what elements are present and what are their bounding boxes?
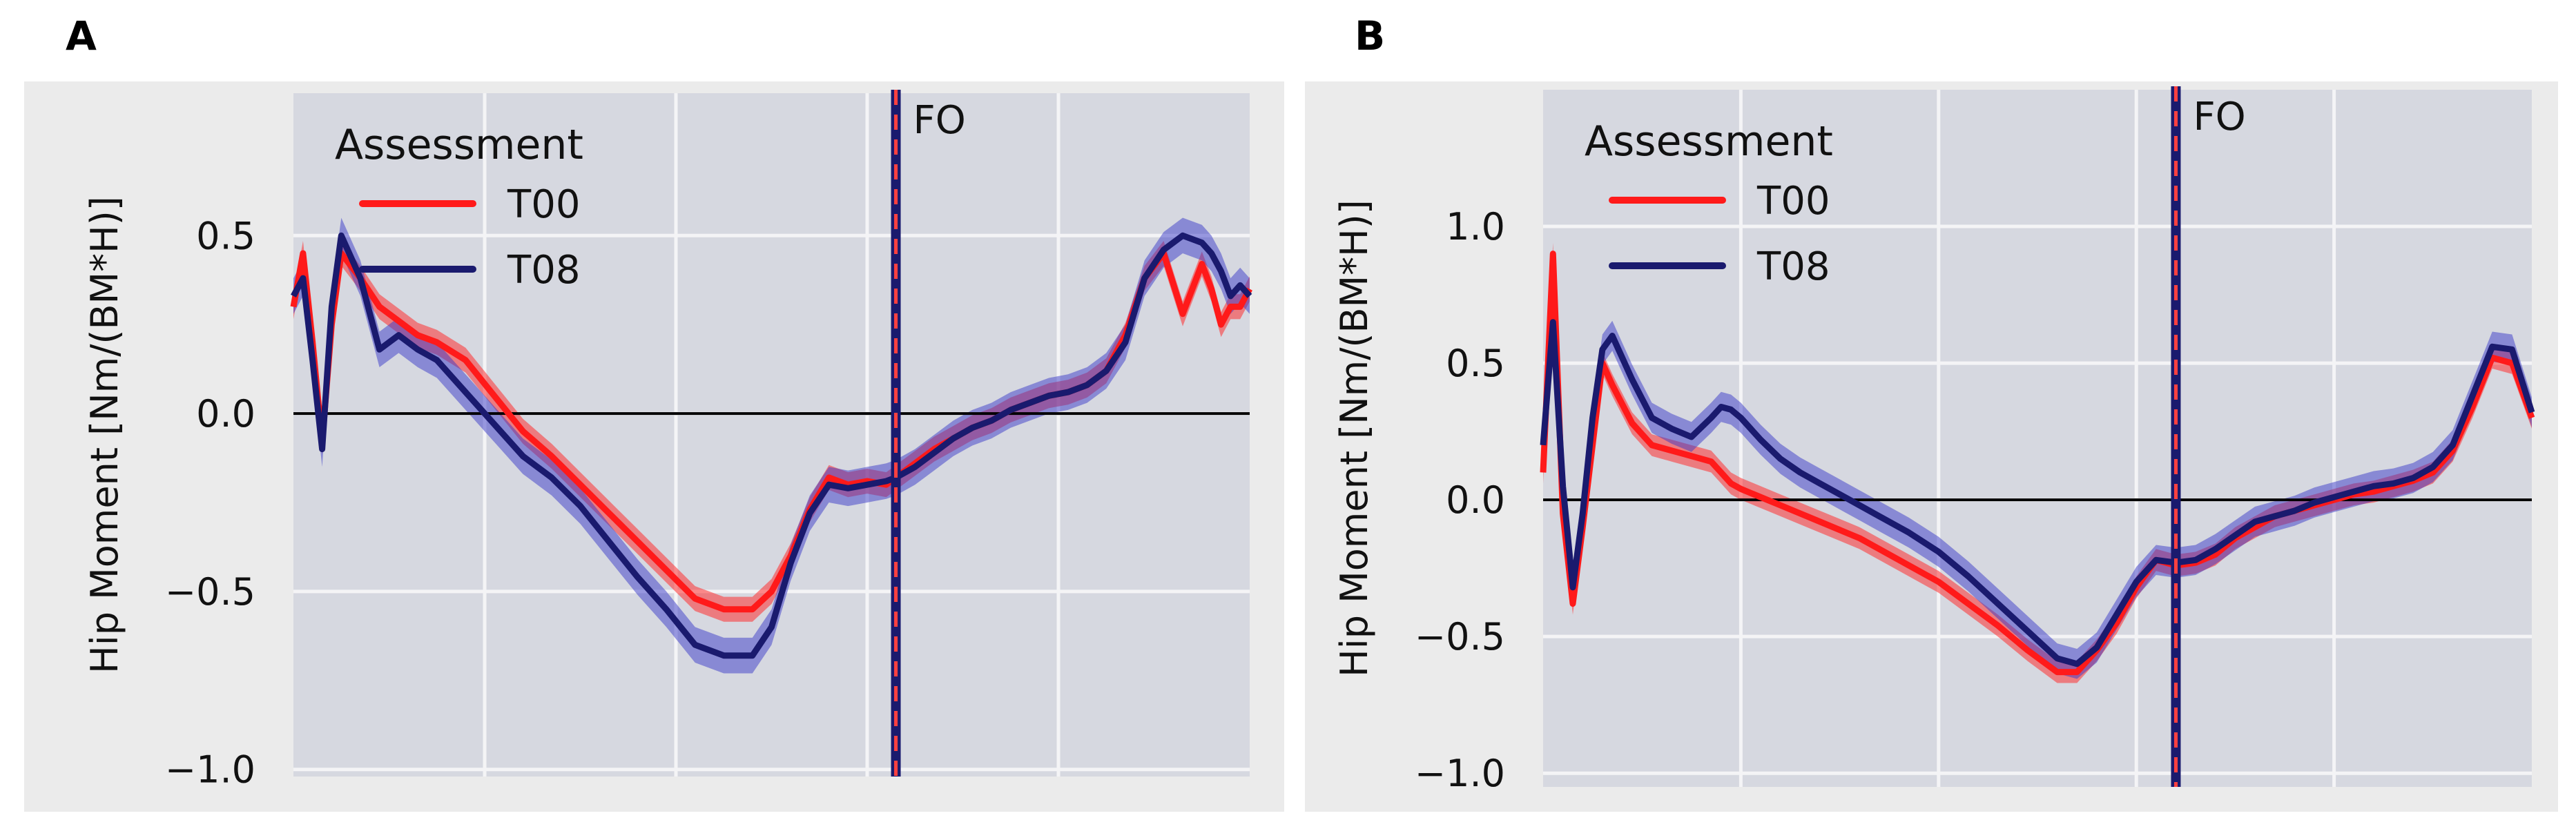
panel-a-legend-t08-label: T08 [507, 248, 580, 293]
panel-b-legend-t00-label: T00 [1756, 179, 1830, 224]
panel-b-letter: B [1355, 12, 1385, 59]
panel-a-ytick-label: −1.0 [165, 748, 255, 792]
panel-b-lines [1540, 251, 2535, 676]
panel-b-y-axis-label: Hip Moment [Nm/(BM*H)] [1333, 199, 1376, 677]
panel-b-legend: Assessment T00 T08 [1585, 117, 1833, 289]
panel-a-plot-area [293, 93, 1250, 777]
panel-a-t08-line [291, 232, 1252, 659]
panel-a-foot-off-marker: FO [891, 90, 966, 777]
panel-b-legend-t08-label: T08 [1756, 244, 1830, 289]
panel-a-ytick-label: 0.0 [196, 392, 255, 436]
panel-a: A FO 0.5 0.0 −0.5 −1.0 Hip Moment [Nm/(B… [24, 12, 1284, 812]
panel-a-lines [290, 232, 1252, 659]
panel-b-bands [1543, 242, 2532, 683]
panel-b-t00-line [1540, 251, 2535, 676]
panel-b-foot-off-marker: FO [2171, 86, 2246, 787]
panel-b-fo-label: FO [2193, 95, 2245, 139]
panel-b-t08-confidence-band [1543, 306, 2532, 679]
panel-a-legend-title: Assessment [335, 121, 583, 169]
panel-a-legend-t00-label: T00 [507, 182, 580, 227]
panel-b: B FO 1.0 0.5 0.0 −0.5 −1.0 Hip Moment [N… [1305, 12, 2558, 812]
panel-a-y-ticks: 0.5 0.0 −0.5 −1.0 [165, 214, 255, 791]
panel-b-ytick-label: 1.0 [1446, 205, 1505, 248]
panel-b-plot-area [1543, 90, 2532, 787]
panel-b-ytick-label: 0.5 [1446, 342, 1505, 385]
panel-a-letter: A [66, 12, 97, 59]
panel-a-ytick-label: −0.5 [165, 570, 255, 614]
panel-a-y-axis-label: Hip Moment [Nm/(BM*H)] [83, 196, 126, 674]
panel-b-y-ticks: 1.0 0.5 0.0 −0.5 −1.0 [1415, 205, 1505, 795]
panel-a-legend: Assessment T00 T08 [335, 121, 583, 293]
panel-b-ytick-label: −0.5 [1415, 615, 1505, 659]
panel-a-ytick-label: 0.5 [196, 214, 255, 257]
panel-b-legend-title: Assessment [1585, 117, 1833, 166]
panel-a-fo-label: FO [913, 98, 966, 143]
panel-b-ytick-label: 0.0 [1446, 478, 1505, 522]
panel-b-t08-line [1540, 319, 2535, 667]
panel-b-ytick-label: −1.0 [1415, 752, 1505, 795]
